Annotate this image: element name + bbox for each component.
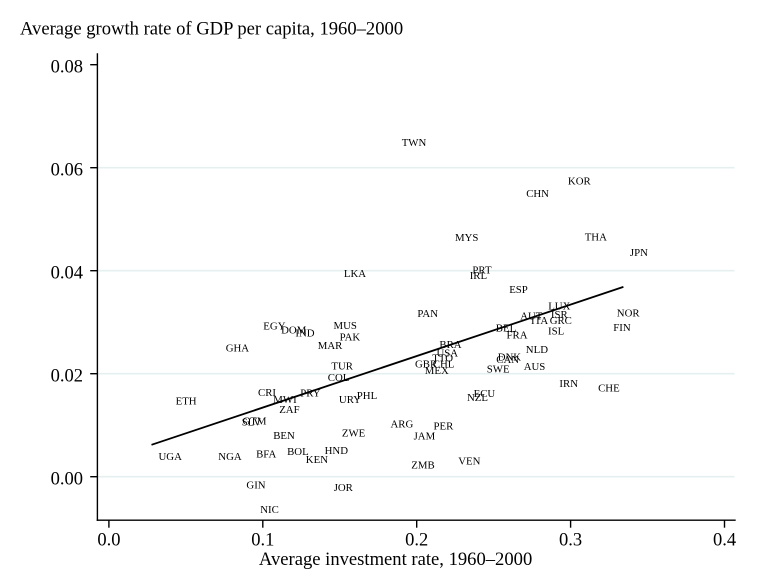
svg-text:NZL: NZL <box>467 392 488 404</box>
svg-text:THA: THA <box>585 231 607 243</box>
svg-text:ECU: ECU <box>474 388 496 400</box>
svg-text:ARG: ARG <box>391 418 414 430</box>
svg-text:ETH: ETH <box>176 396 197 408</box>
svg-text:BEN: BEN <box>273 430 295 442</box>
svg-text:CRI: CRI <box>258 387 276 399</box>
svg-text:BFA: BFA <box>256 449 276 461</box>
svg-text:PRY: PRY <box>300 387 321 399</box>
svg-text:NLD: NLD <box>526 344 548 356</box>
svg-text:PRT: PRT <box>472 264 492 276</box>
svg-text:GBR: GBR <box>415 358 438 370</box>
svg-text:VEN: VEN <box>458 455 480 467</box>
svg-text:GHA: GHA <box>226 343 250 355</box>
svg-text:0.1: 0.1 <box>251 530 274 550</box>
svg-text:ISR: ISR <box>551 309 569 321</box>
svg-text:CHN: CHN <box>526 188 549 200</box>
svg-text:JOR: JOR <box>334 482 354 494</box>
svg-text:MAR: MAR <box>318 340 343 352</box>
svg-text:NGA: NGA <box>218 451 242 463</box>
svg-text:MEX: MEX <box>425 365 449 377</box>
svg-text:EGY: EGY <box>263 320 285 332</box>
svg-text:ISL: ISL <box>548 326 564 338</box>
svg-text:KEN: KEN <box>306 454 328 466</box>
svg-text:LUX: LUX <box>548 300 570 312</box>
svg-text:CAN: CAN <box>496 354 519 366</box>
svg-text:0.04: 0.04 <box>51 264 83 284</box>
svg-text:PHL: PHL <box>357 390 377 402</box>
svg-text:IRL: IRL <box>470 270 487 282</box>
svg-text:TTO: TTO <box>432 353 453 365</box>
svg-text:0.2: 0.2 <box>405 530 428 550</box>
svg-text:DNK: DNK <box>498 351 522 363</box>
svg-text:ESP: ESP <box>509 284 528 296</box>
svg-text:CHE: CHE <box>598 383 620 395</box>
svg-text:ITA: ITA <box>531 315 548 327</box>
svg-text:KOR: KOR <box>568 176 592 188</box>
svg-text:IRN: IRN <box>559 378 578 390</box>
svg-text:NOR: NOR <box>617 308 641 320</box>
svg-text:Average growth rate of GDP per: Average growth rate of GDP per capita, 1… <box>20 18 403 39</box>
svg-text:AUS: AUS <box>524 361 546 373</box>
svg-text:PER: PER <box>433 421 454 433</box>
svg-text:NIC: NIC <box>260 504 279 516</box>
svg-text:0.08: 0.08 <box>51 58 83 78</box>
svg-text:COL: COL <box>328 372 350 384</box>
svg-text:SWE: SWE <box>487 364 510 376</box>
svg-text:UGA: UGA <box>158 451 182 463</box>
svg-text:URY: URY <box>339 394 361 406</box>
svg-text:BRA: BRA <box>439 339 461 351</box>
svg-text:0.4: 0.4 <box>713 530 736 550</box>
svg-text:FRA: FRA <box>506 330 527 342</box>
svg-text:ZMB: ZMB <box>411 459 434 471</box>
svg-text:SLV: SLV <box>242 417 262 429</box>
svg-text:JPN: JPN <box>630 247 648 259</box>
svg-text:MYS: MYS <box>455 232 478 244</box>
svg-text:JAM: JAM <box>414 431 436 443</box>
svg-text:Average investment rate, 1960–: Average investment rate, 1960–2000 <box>259 549 532 570</box>
svg-text:MWI: MWI <box>273 394 297 406</box>
svg-text:LKA: LKA <box>344 268 366 280</box>
svg-text:ZWE: ZWE <box>342 427 366 439</box>
svg-text:PAN: PAN <box>417 308 438 320</box>
svg-text:USA: USA <box>436 348 458 360</box>
svg-text:PAK: PAK <box>340 332 361 344</box>
svg-text:FIN: FIN <box>613 322 631 334</box>
svg-text:ZAF: ZAF <box>279 404 299 416</box>
svg-text:TUR: TUR <box>331 360 353 372</box>
svg-text:0.0: 0.0 <box>97 530 120 550</box>
svg-text:GTM: GTM <box>243 415 267 427</box>
svg-text:GRC: GRC <box>550 315 572 327</box>
svg-text:AUT: AUT <box>520 311 543 323</box>
svg-text:GIN: GIN <box>246 480 265 492</box>
svg-text:0.00: 0.00 <box>51 470 83 490</box>
svg-text:0.3: 0.3 <box>559 530 582 550</box>
svg-text:CHL: CHL <box>433 358 455 370</box>
svg-text:BEL: BEL <box>496 323 516 335</box>
svg-text:DOM: DOM <box>281 325 307 337</box>
svg-text:MUS: MUS <box>333 320 356 332</box>
svg-text:HND: HND <box>325 445 349 457</box>
svg-text:0.02: 0.02 <box>51 367 83 387</box>
svg-text:0.06: 0.06 <box>51 161 83 181</box>
svg-text:BOL: BOL <box>287 446 309 458</box>
svg-text:IND: IND <box>295 328 314 340</box>
svg-text:TWN: TWN <box>402 137 427 149</box>
